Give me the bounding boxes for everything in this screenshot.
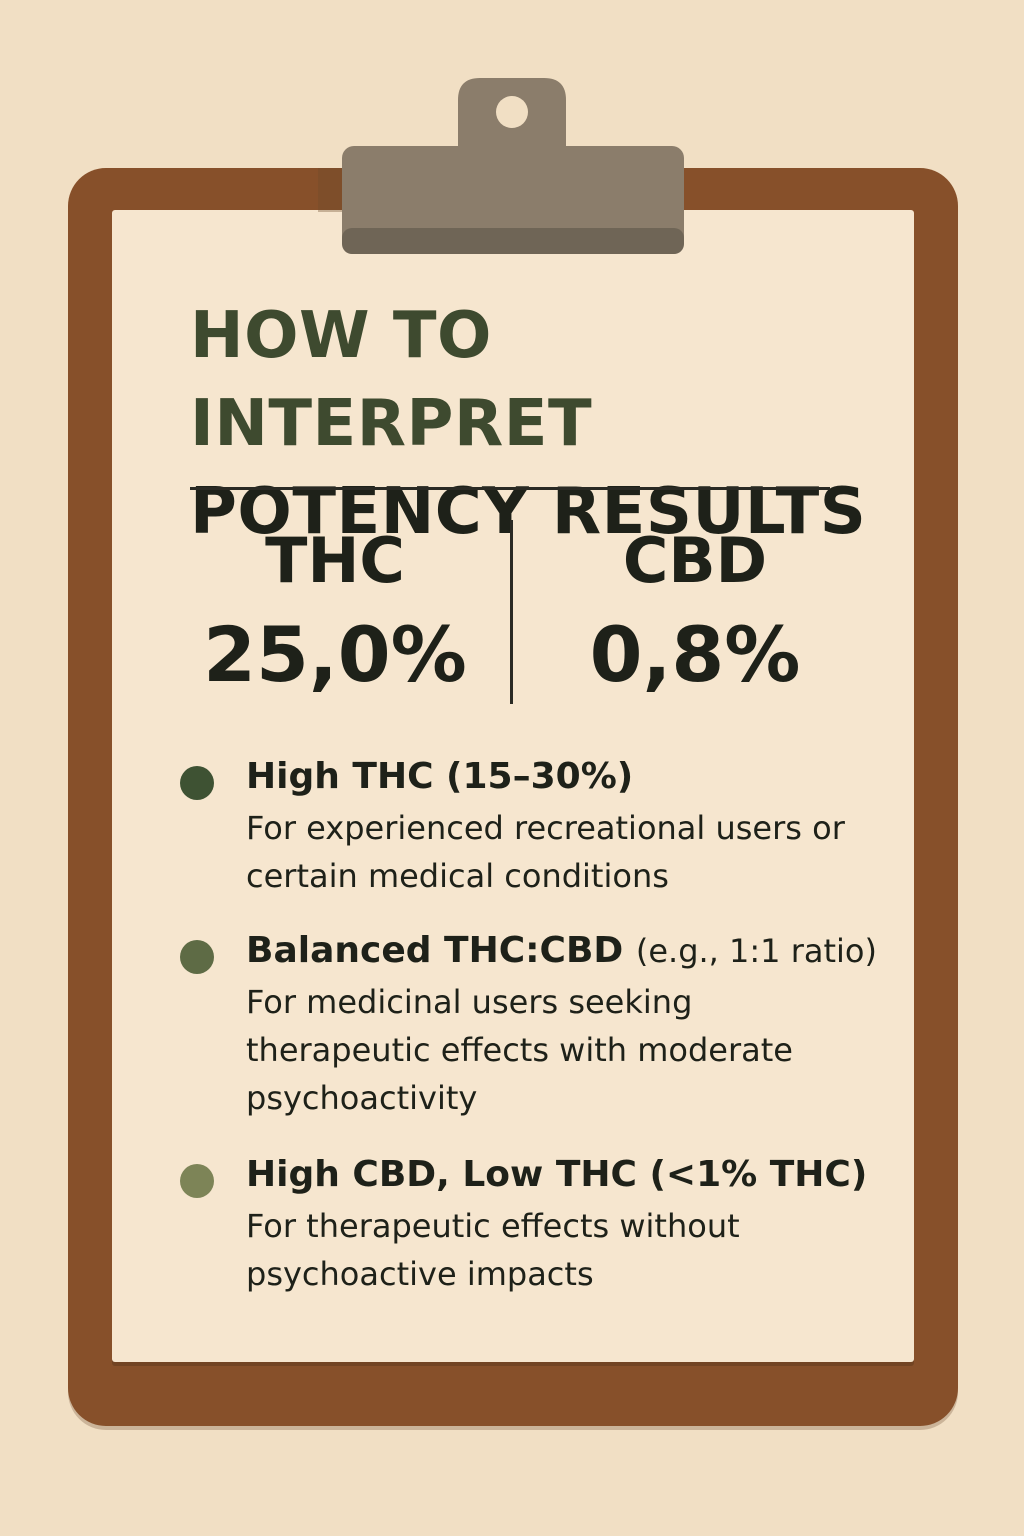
metric-divider [510,520,513,704]
thc-label: THC [265,524,405,597]
cbd-label: CBD [622,524,768,597]
cbd-metric: CBD 0,8% [560,522,830,702]
clipboard-clip-icon [318,78,684,254]
bullet-dot-icon [180,1164,214,1198]
bullet-dot-icon [180,766,214,800]
list-item-high-thc: High THC (15–30%) For experienced recrea… [180,752,886,900]
item-heading: High CBD, Low THC (<1% THC) [246,1154,868,1195]
item-heading: Balanced THC:CBD (e.g., 1:1 ratio) [246,930,877,971]
clipboard-paper [112,210,914,1362]
title-divider [190,487,830,490]
title-line-1: HOW TO INTERPRET [190,299,593,461]
bullet-dot-icon [180,940,214,974]
thc-value: 25,0% [203,610,467,699]
item-description: For therapeutic effects without psychoac… [246,1207,740,1293]
list-item-balanced: Balanced THC:CBD (e.g., 1:1 ratio) For m… [180,926,886,1122]
list-item-high-cbd: High CBD, Low THC (<1% THC) For therapeu… [180,1150,886,1298]
item-description: For medicinal users seeking therapeutic … [246,983,793,1117]
item-description: For experienced recreational users or ce… [246,809,845,895]
page-title: HOW TO INTERPRET POTENCY RESULTS [190,292,890,556]
cbd-value: 0,8% [589,610,801,699]
item-heading: High THC (15–30%) [246,756,634,797]
item-heading-aside: (e.g., 1:1 ratio) [635,932,877,970]
thc-metric: THC 25,0% [200,522,470,702]
